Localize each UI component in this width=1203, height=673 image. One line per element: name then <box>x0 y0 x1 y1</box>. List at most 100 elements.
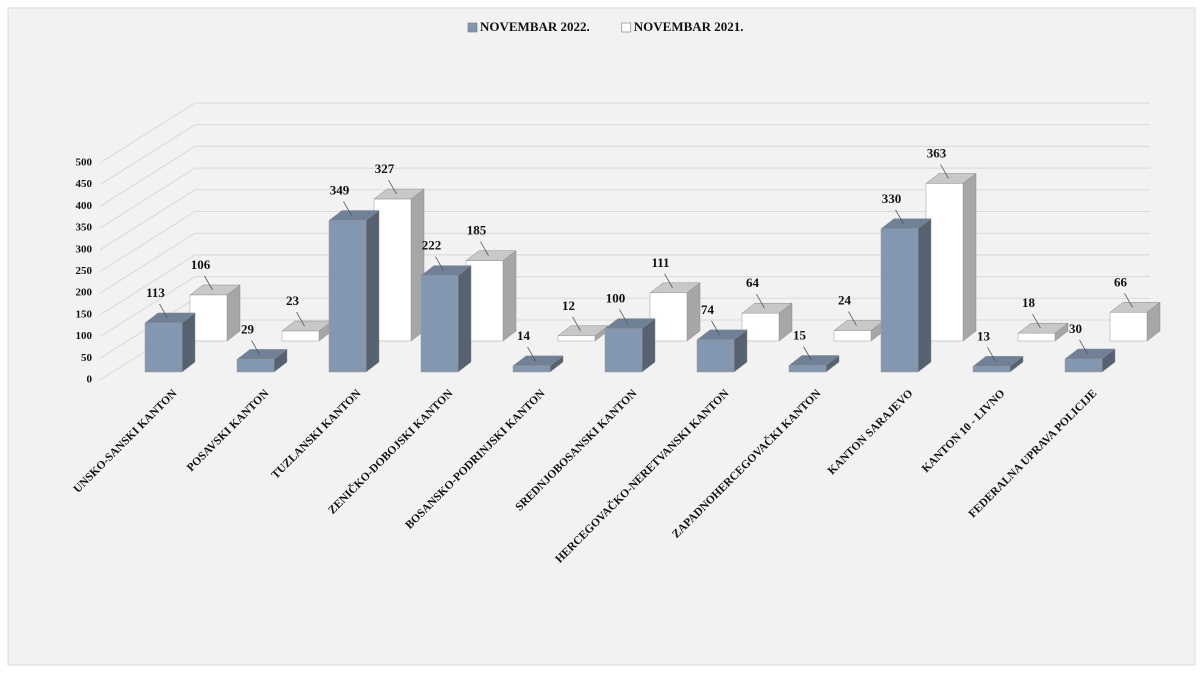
value-label: 363 <box>927 145 947 160</box>
bar <box>788 354 840 373</box>
value-label: 113 <box>146 285 165 300</box>
bar-side <box>502 250 517 342</box>
bar-side <box>457 265 472 373</box>
leader-line <box>940 164 949 179</box>
bar-front <box>604 328 643 373</box>
leader-line <box>527 346 536 362</box>
bar <box>1109 301 1161 342</box>
bar <box>189 284 241 342</box>
legend-label: NOVEMBAR 2022. <box>480 19 590 34</box>
grid-line <box>99 145 1150 207</box>
leader-line <box>619 309 628 324</box>
value-label: 66 <box>1114 274 1128 289</box>
bar-front <box>373 198 412 342</box>
value-label: 74 <box>701 302 715 317</box>
grid-line <box>99 276 1150 338</box>
bar <box>925 172 977 342</box>
leader-line <box>572 316 581 331</box>
bar-front <box>788 365 827 373</box>
value-label: 13 <box>977 328 991 343</box>
y-tick-label: 0 <box>87 374 93 386</box>
bar <box>649 282 701 342</box>
bar-front <box>1109 312 1148 342</box>
bar-front <box>1064 358 1103 373</box>
grid-line <box>99 124 1150 186</box>
value-label: 327 <box>375 161 395 176</box>
y-tick-label: 150 <box>76 308 93 320</box>
bar <box>512 355 564 373</box>
leader-line <box>159 303 168 319</box>
bar <box>557 325 609 342</box>
legend-swatch <box>467 22 478 33</box>
bar <box>1064 348 1116 373</box>
bar <box>880 218 932 373</box>
leader-line <box>803 346 812 361</box>
bar <box>972 355 1024 373</box>
y-tick-label: 500 <box>76 157 93 169</box>
bar <box>328 210 380 373</box>
leader-line <box>1124 293 1133 308</box>
value-label: 15 <box>793 327 807 342</box>
leader-line <box>388 179 397 195</box>
grid-line <box>99 189 1150 251</box>
bar <box>373 188 425 342</box>
bar-front <box>420 275 459 373</box>
bar-side <box>365 210 380 373</box>
value-label: 64 <box>746 275 760 290</box>
bar-front <box>512 365 551 373</box>
bar-front <box>1017 332 1056 342</box>
value-label: 222 <box>422 238 442 253</box>
bar-front <box>880 228 919 373</box>
value-label: 29 <box>241 321 255 336</box>
leader-line <box>756 294 765 309</box>
leader-line <box>848 311 857 326</box>
y-tick-label: 300 <box>76 243 93 255</box>
bar <box>465 250 517 342</box>
leader-line <box>480 241 489 256</box>
y-tick-label: 350 <box>76 222 93 234</box>
bar-side <box>181 312 196 373</box>
bar-front <box>236 359 275 373</box>
bar <box>604 318 656 373</box>
leader-line <box>343 201 352 216</box>
legend-swatch <box>621 22 632 33</box>
bar-front <box>696 339 735 373</box>
leader-line <box>435 256 444 271</box>
grid-line <box>99 211 1150 272</box>
bar <box>420 265 472 373</box>
value-label: 23 <box>286 293 300 308</box>
value-label: 18 <box>1022 295 1036 310</box>
leader-line <box>987 347 996 362</box>
bar-front <box>972 366 1011 373</box>
bar <box>1017 322 1069 342</box>
leader-line <box>1079 339 1088 355</box>
grid-line <box>99 232 1150 294</box>
bar-front <box>144 322 183 373</box>
value-label: 111 <box>651 255 669 270</box>
legend-label: NOVEMBAR 2021. <box>634 19 744 34</box>
y-tick-label: 400 <box>76 200 93 212</box>
bar-front <box>328 220 367 373</box>
grid-line <box>99 167 1150 229</box>
y-tick-label: 450 <box>76 178 93 190</box>
grid-line <box>99 102 1150 164</box>
value-label: 349 <box>330 183 350 198</box>
value-label: 30 <box>1069 321 1082 336</box>
legend: NOVEMBAR 2022. NOVEMBAR 2021. <box>467 19 744 34</box>
leader-line <box>664 273 673 289</box>
bar-front <box>281 330 320 342</box>
y-tick-label: 200 <box>76 287 93 299</box>
grid-line <box>99 254 1150 316</box>
bar-front <box>649 292 688 342</box>
y-tick-label: 100 <box>76 330 93 342</box>
bar-front <box>925 183 964 342</box>
value-label: 100 <box>606 291 626 306</box>
value-label: 24 <box>838 293 852 308</box>
leader-line <box>296 311 305 327</box>
bar <box>236 348 288 373</box>
bar-side <box>962 172 977 342</box>
leader-line <box>1032 313 1041 329</box>
leader-line <box>251 340 260 355</box>
value-label: 330 <box>882 191 902 206</box>
